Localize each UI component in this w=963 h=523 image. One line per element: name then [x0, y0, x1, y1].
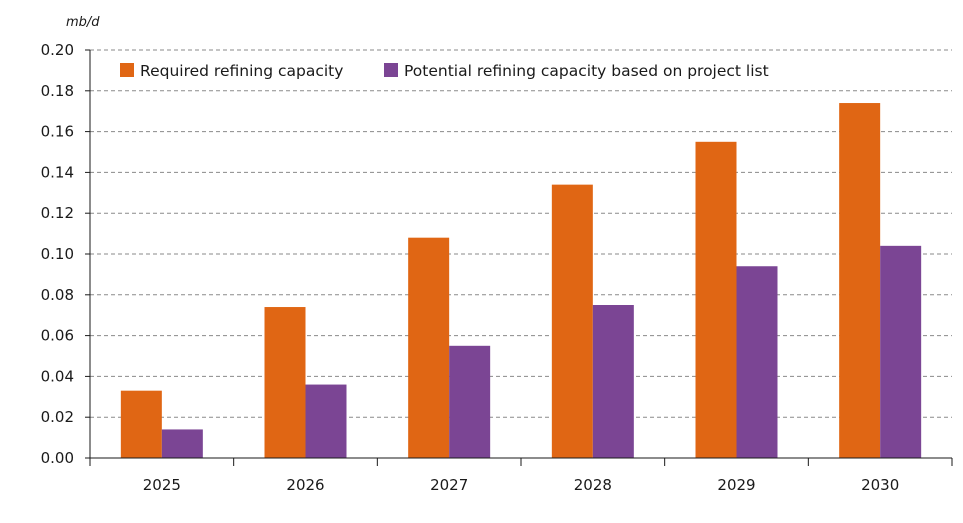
- y-tick-label: 0.04: [41, 367, 74, 385]
- y-axis-unit-label: mb/d: [66, 15, 100, 30]
- legend-swatch-required: [120, 63, 134, 77]
- legend-label-required: Required refining capacity: [140, 62, 343, 80]
- axes: 0.00 0.02 0.04 0.06 0.08 0.10 0.12 0.14 0.16 0.18…: [41, 41, 953, 494]
- bar-required-capacity: [551, 184, 593, 458]
- bar-potential-capacity: [305, 384, 347, 458]
- bar-potential-capacity: [880, 245, 922, 458]
- bar-required-capacity: [120, 390, 162, 458]
- y-tick-label: 0.10: [41, 245, 74, 263]
- y-tick-label: 0.16: [41, 123, 74, 141]
- x-tick-label: 2025: [143, 476, 181, 494]
- y-tick-label: 0.00: [41, 449, 74, 467]
- legend-swatch-potential: [384, 63, 398, 77]
- bar-potential-capacity: [592, 305, 634, 458]
- y-tick-label: 0.08: [41, 286, 74, 304]
- y-tick-label: 0.14: [41, 163, 74, 181]
- x-tick-label: 2030: [861, 476, 899, 494]
- x-tick-label: 2029: [717, 476, 755, 494]
- bar-potential-capacity: [161, 429, 203, 458]
- bar-potential-capacity: [449, 345, 491, 458]
- bar-required-capacity: [839, 103, 881, 458]
- bar-required-capacity: [695, 141, 737, 459]
- y-tick-label: 0.20: [41, 41, 74, 59]
- bar-potential-capacity: [736, 266, 778, 458]
- x-tick-label: 2027: [430, 476, 468, 494]
- bar-required-capacity: [264, 307, 306, 458]
- x-tick-label: 2028: [574, 476, 612, 494]
- legend-label-potential: Potential refining capacity based on pro…: [404, 62, 769, 80]
- y-tick-label: 0.18: [41, 82, 74, 100]
- bars: [120, 103, 922, 459]
- y-tick-label: 0.12: [41, 204, 74, 222]
- y-tick-label: 0.06: [41, 327, 74, 345]
- gridlines: [90, 49, 952, 418]
- y-tick-label: 0.02: [41, 408, 74, 426]
- legend: Required refining capacity Potential refi…: [120, 62, 769, 80]
- bar-required-capacity: [408, 237, 450, 458]
- x-tick-label: 2026: [286, 476, 324, 494]
